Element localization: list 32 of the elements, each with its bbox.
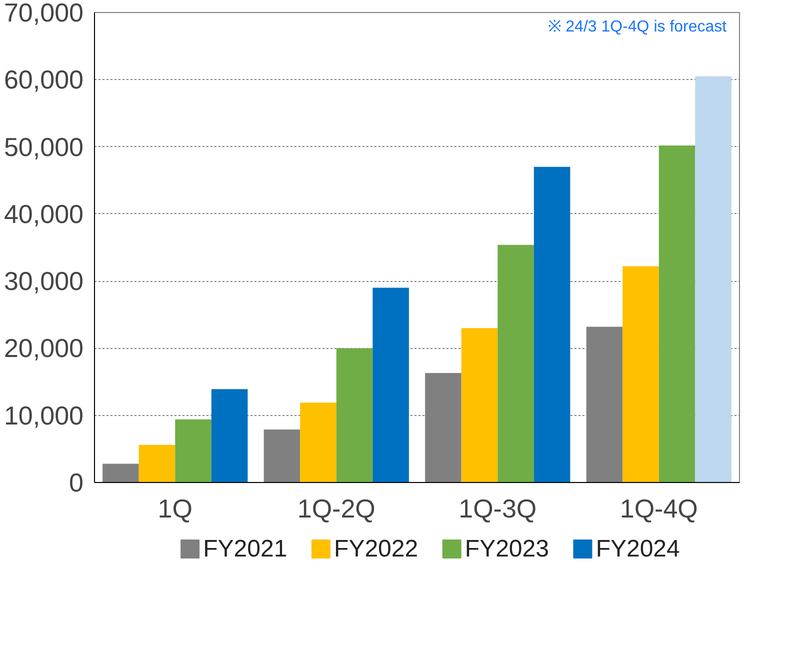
y-tick-label: 10,000	[4, 400, 84, 430]
bar	[498, 244, 534, 482]
legend-label: FY2024	[596, 536, 680, 562]
bar	[211, 389, 248, 482]
bar	[534, 166, 570, 482]
annotation: ※ 24/3 1Q-4Q is forecast	[548, 18, 728, 36]
bar	[264, 429, 300, 482]
y-tick-label: 0	[69, 468, 84, 498]
y-tick-label: 70,000	[4, 0, 84, 28]
y-tick-label: 20,000	[4, 333, 84, 364]
bar	[372, 288, 409, 482]
y-tick-label: 60,000	[4, 64, 84, 95]
bar	[586, 326, 623, 482]
bar	[138, 444, 176, 482]
legend-label: FY2022	[334, 536, 418, 562]
bar	[695, 76, 732, 482]
bar	[622, 266, 659, 482]
x-tick-label: 1Q-4Q	[620, 494, 698, 524]
y-tick-label: 30,000	[4, 266, 84, 296]
legend-label: FY2021	[203, 536, 288, 562]
legend-label: FY2023	[464, 536, 549, 562]
bar	[175, 419, 212, 482]
bar	[658, 145, 696, 482]
bar	[336, 348, 373, 482]
bar	[461, 328, 498, 482]
x-tick-label: 1Q-3Q	[458, 494, 537, 524]
y-tick-label: 40,000	[4, 198, 84, 229]
y-tick-label: 50,000	[4, 132, 84, 162]
bar	[102, 464, 139, 482]
bar	[300, 402, 336, 482]
x-tick-label: 1Q	[158, 494, 192, 524]
x-tick-label: 1Q-2Q	[297, 494, 376, 524]
